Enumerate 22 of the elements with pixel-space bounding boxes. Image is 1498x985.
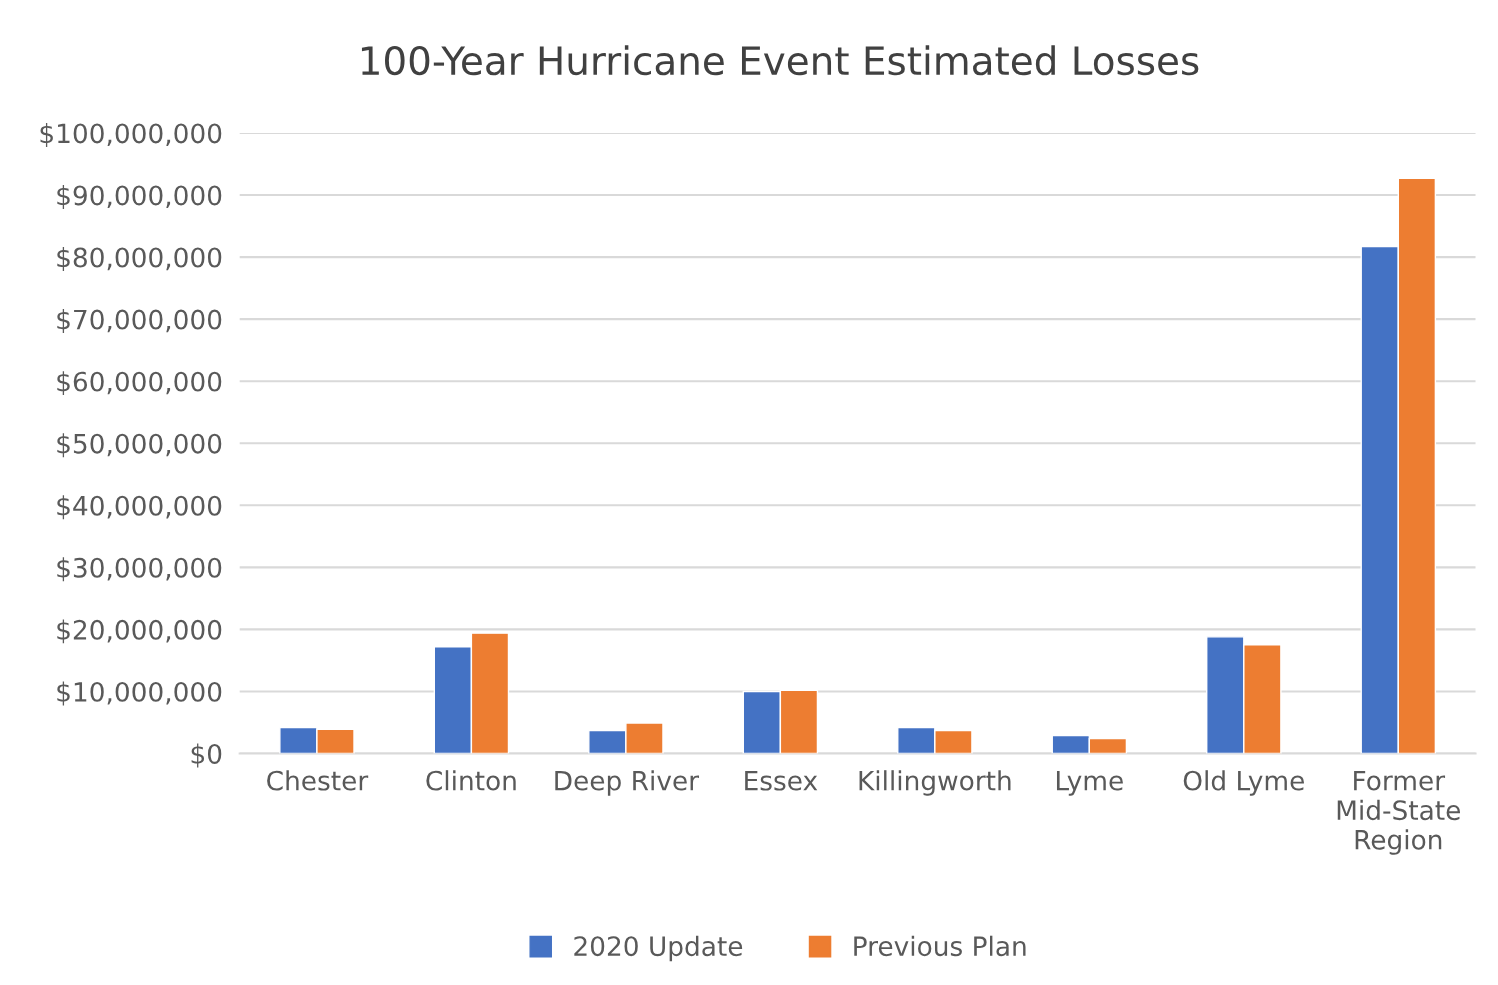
x-tick-label: Killingworth (859, 770, 1011, 796)
y-tick-label: $20,000,000 (57, 619, 222, 644)
y-tick-label: $100,000,000 (40, 122, 222, 147)
legend-label: Previous Plan (854, 935, 1026, 957)
y-tick-label: $10,000,000 (57, 681, 222, 706)
y-tick-label: $80,000,000 (57, 247, 222, 271)
x-tick-label: Chester (267, 770, 369, 791)
x-tick-label: Deep River (555, 770, 700, 796)
x-tick-label: Essex (745, 771, 818, 791)
y-tick-label: $70,000,000 (57, 309, 222, 334)
x-tick-label: Lyme (1056, 771, 1123, 796)
y-tick-label: $60,000,000 (57, 371, 222, 396)
y-tick-label: $50,000,000 (57, 433, 222, 458)
chart-title: 100-Year Hurricane Event Estimated Losses (361, 45, 1199, 76)
legend-label: 2020 Update (574, 935, 743, 962)
y-tick-label: $30,000,000 (57, 557, 222, 582)
x-tick-label: Old Lyme (1183, 770, 1304, 796)
x-tick-label: Clinton (426, 770, 516, 791)
y-tick-label: $40,000,000 (57, 495, 222, 520)
y-tick-label: $0 (191, 743, 222, 768)
x-tick-label: Former Mid-State Region (1337, 771, 1460, 855)
y-tick-label: $90,000,000 (57, 185, 222, 209)
